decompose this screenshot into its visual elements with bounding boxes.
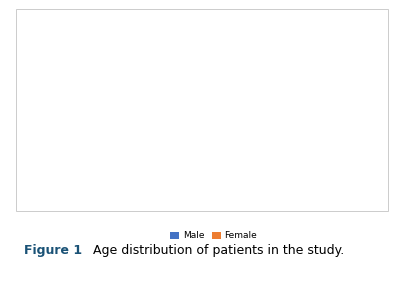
Text: Figure 1: Figure 1 [24, 244, 82, 257]
Bar [236, 30, 250, 187]
Bar [322, 156, 336, 187]
Bar [178, 148, 191, 187]
Bar [55, 183, 69, 187]
Bar [164, 99, 178, 187]
Bar [214, 137, 228, 187]
Legend: Male, Female: Male, Female [167, 228, 261, 244]
Bar [200, 61, 214, 187]
Text: Age distribution of patients in the study.: Age distribution of patients in the stud… [89, 244, 345, 257]
Bar [272, 110, 286, 187]
Bar [250, 114, 264, 187]
Bar [105, 183, 119, 187]
Bar [345, 183, 358, 187]
Bar [286, 145, 300, 187]
Bar [141, 183, 155, 187]
Bar [308, 118, 322, 187]
Bar [128, 164, 141, 187]
